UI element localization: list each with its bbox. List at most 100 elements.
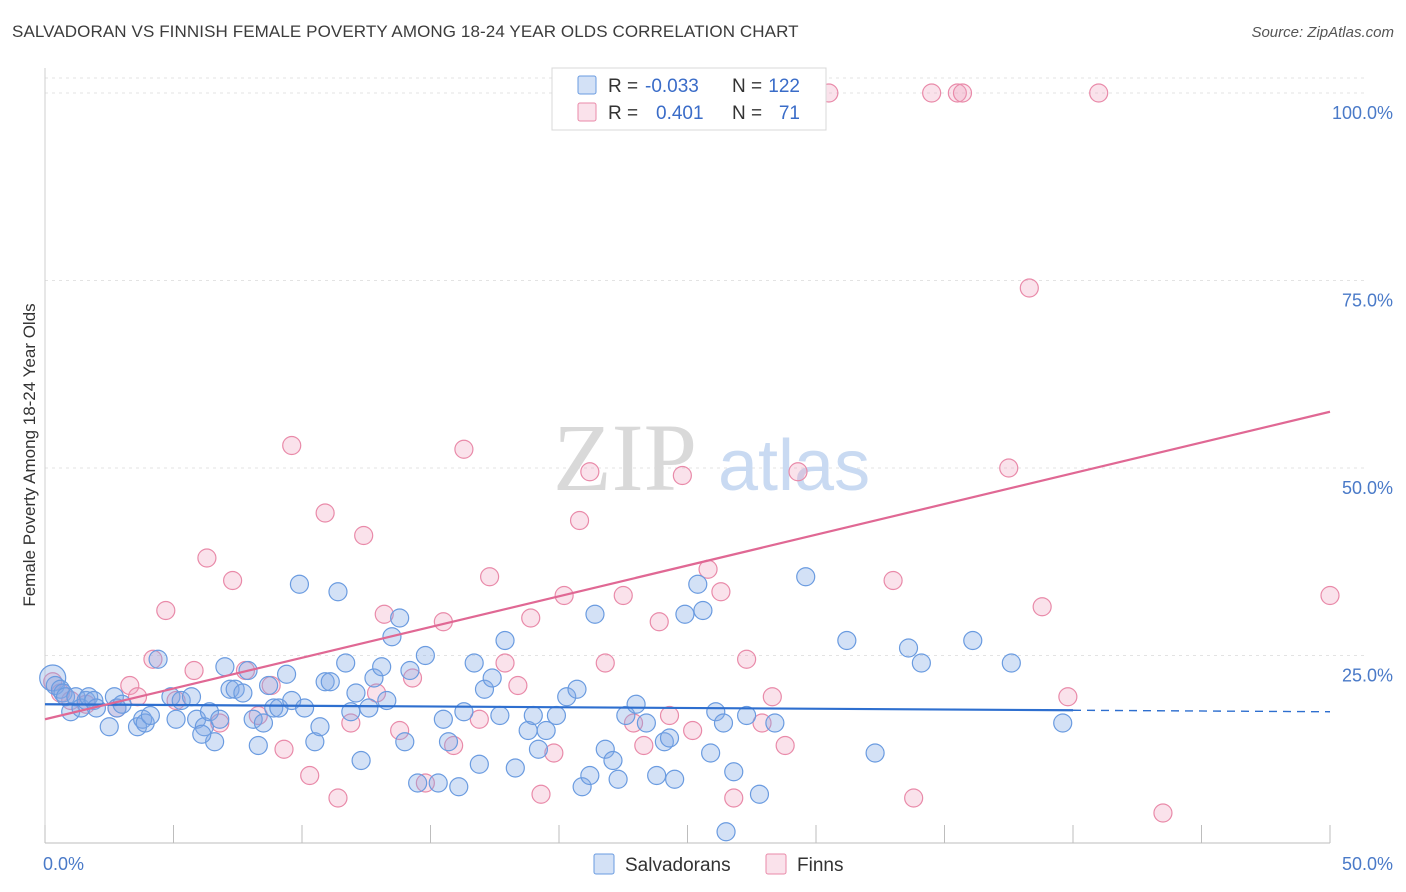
salvadorans-point-20 bbox=[148, 649, 168, 669]
salvadorans-point-59 bbox=[390, 608, 410, 628]
finns-points bbox=[43, 83, 1340, 823]
correlation-legend: R = -0.033 N = 122 R = 0.401 N = 71 bbox=[551, 67, 827, 131]
finns-point-36 bbox=[521, 608, 541, 628]
finns-point-38 bbox=[544, 743, 564, 763]
salvadorans-point-45 bbox=[305, 732, 325, 752]
salvadorans-point-53 bbox=[351, 750, 371, 771]
finns-point-24 bbox=[366, 683, 387, 703]
finns-point-69 bbox=[1153, 803, 1173, 823]
salvadorans-point-87 bbox=[603, 750, 623, 771]
finns-point-48 bbox=[672, 465, 692, 486]
salvadorans-point-38 bbox=[258, 675, 279, 696]
salvadorans-point-97 bbox=[688, 574, 708, 594]
legend-r-value-finns: 0.401 bbox=[656, 103, 704, 124]
legend-r-label-finns: R = bbox=[608, 103, 638, 124]
axes bbox=[44, 68, 1331, 844]
finns-point-37 bbox=[531, 784, 551, 804]
salvadorans-point-61 bbox=[400, 660, 420, 681]
finns-point-59 bbox=[883, 570, 903, 591]
salvadorans-point-33 bbox=[233, 683, 253, 703]
watermark-atlas: atlas bbox=[718, 426, 870, 506]
salvadorans-point-106 bbox=[796, 567, 816, 587]
salvadorans-point-75 bbox=[505, 758, 525, 778]
salvadorans-point-96 bbox=[659, 728, 680, 748]
finns-point-13 bbox=[223, 570, 243, 591]
salvadorans-point-93 bbox=[654, 732, 674, 752]
salvadorans-point-91 bbox=[636, 713, 656, 733]
salvadorans-point-19 bbox=[140, 705, 160, 726]
finns-point-34 bbox=[495, 653, 515, 673]
salvadorans-point-51 bbox=[341, 702, 361, 722]
x-tick-label-1: 50.0% bbox=[1342, 854, 1393, 874]
finns-point-45 bbox=[634, 735, 654, 756]
finns-point-46 bbox=[649, 612, 669, 632]
salvadorans-point-54 bbox=[359, 698, 379, 718]
finns-point-41 bbox=[580, 462, 600, 482]
watermark-zip: ZIP bbox=[553, 404, 697, 511]
finns-point-5 bbox=[120, 675, 140, 696]
finns-point-55 bbox=[762, 687, 782, 707]
finns-point-68 bbox=[1089, 83, 1109, 103]
salvadorans-point-111 bbox=[963, 630, 983, 651]
finns-point-30 bbox=[444, 735, 464, 756]
finns-point-67 bbox=[1058, 687, 1078, 707]
salvadorans-point-108 bbox=[865, 743, 885, 763]
salvadorans-point-104 bbox=[749, 784, 770, 804]
tick-labels: 25.0% 50.0% 75.0% 100.0% 0.0% 50.0% bbox=[43, 103, 1393, 874]
salvadorans-point-62 bbox=[408, 773, 428, 793]
salvadorans-point-56 bbox=[372, 657, 392, 677]
finns-point-18 bbox=[282, 435, 302, 456]
salvadorans-point-70 bbox=[469, 754, 489, 774]
salvadorans-point-101 bbox=[713, 713, 734, 733]
salvadorans-point-57 bbox=[377, 690, 397, 711]
salvadorans-point-79 bbox=[536, 720, 556, 741]
legend-box bbox=[551, 67, 827, 131]
salvadorans-point-50 bbox=[336, 653, 356, 673]
salvadorans-point-115 bbox=[192, 724, 212, 744]
source-label: Source: ZipAtlas.com bbox=[1251, 24, 1394, 41]
legend-n-label-salvadorans: N = bbox=[732, 76, 762, 97]
finns-point-42 bbox=[595, 653, 615, 673]
salvadorans-point-114 bbox=[716, 822, 736, 842]
salvadorans-point-92 bbox=[647, 765, 667, 786]
finns-point-20 bbox=[315, 503, 335, 523]
salvadorans-point-46 bbox=[310, 717, 330, 737]
finns-point-43 bbox=[613, 585, 633, 606]
salvadorans-point-110 bbox=[911, 653, 931, 673]
salvadorans-point-78 bbox=[528, 739, 549, 759]
salvadorans-point-88 bbox=[608, 769, 628, 789]
finns-point-40 bbox=[569, 510, 590, 531]
y-axis-title: Female Poverty Among 18-24 Year Olds bbox=[20, 303, 39, 606]
salvadorans-point-36 bbox=[248, 735, 268, 756]
salvadorans-point-103 bbox=[737, 705, 757, 726]
legend-n-value-salvadorans: 122 bbox=[768, 76, 800, 97]
salvadorans-point-66 bbox=[438, 732, 459, 752]
salvadorans-point-37 bbox=[253, 713, 274, 733]
finns-point-31 bbox=[454, 439, 474, 459]
salvadorans-point-86 bbox=[595, 739, 615, 759]
salvadorans-point-35 bbox=[243, 709, 263, 729]
legend-r-label-salvadorans: R = bbox=[608, 76, 638, 97]
salvadorans-point-41 bbox=[276, 664, 297, 684]
finns-trend-line bbox=[44, 410, 1331, 721]
legend-n-label-finns: N = bbox=[732, 103, 762, 124]
finns-point-47 bbox=[659, 705, 680, 726]
salvadorans-point-67 bbox=[449, 777, 469, 797]
legend-n-value-finns: 71 bbox=[779, 103, 800, 124]
watermark: ZIP atlas bbox=[553, 404, 870, 511]
finns-point-17 bbox=[274, 739, 294, 759]
salvadorans-point-22 bbox=[166, 709, 186, 729]
salvadorans-point-112 bbox=[1001, 653, 1021, 673]
salvadorans-point-49 bbox=[328, 582, 348, 602]
salvadorans-point-63 bbox=[415, 645, 435, 666]
finns-point-56 bbox=[775, 735, 795, 756]
legend-swatch-salvadorans bbox=[577, 75, 597, 95]
x-tick-label-0: 0.0% bbox=[43, 854, 84, 874]
salvadorans-point-9 bbox=[79, 687, 99, 707]
finns-point-57 bbox=[788, 462, 808, 482]
salvadorans-point-90 bbox=[626, 694, 646, 714]
salvadorans-point-31 bbox=[220, 679, 240, 699]
salvadorans-point-64 bbox=[428, 773, 448, 793]
finns-point-7 bbox=[143, 649, 163, 669]
salvadorans-point-4 bbox=[55, 687, 76, 707]
